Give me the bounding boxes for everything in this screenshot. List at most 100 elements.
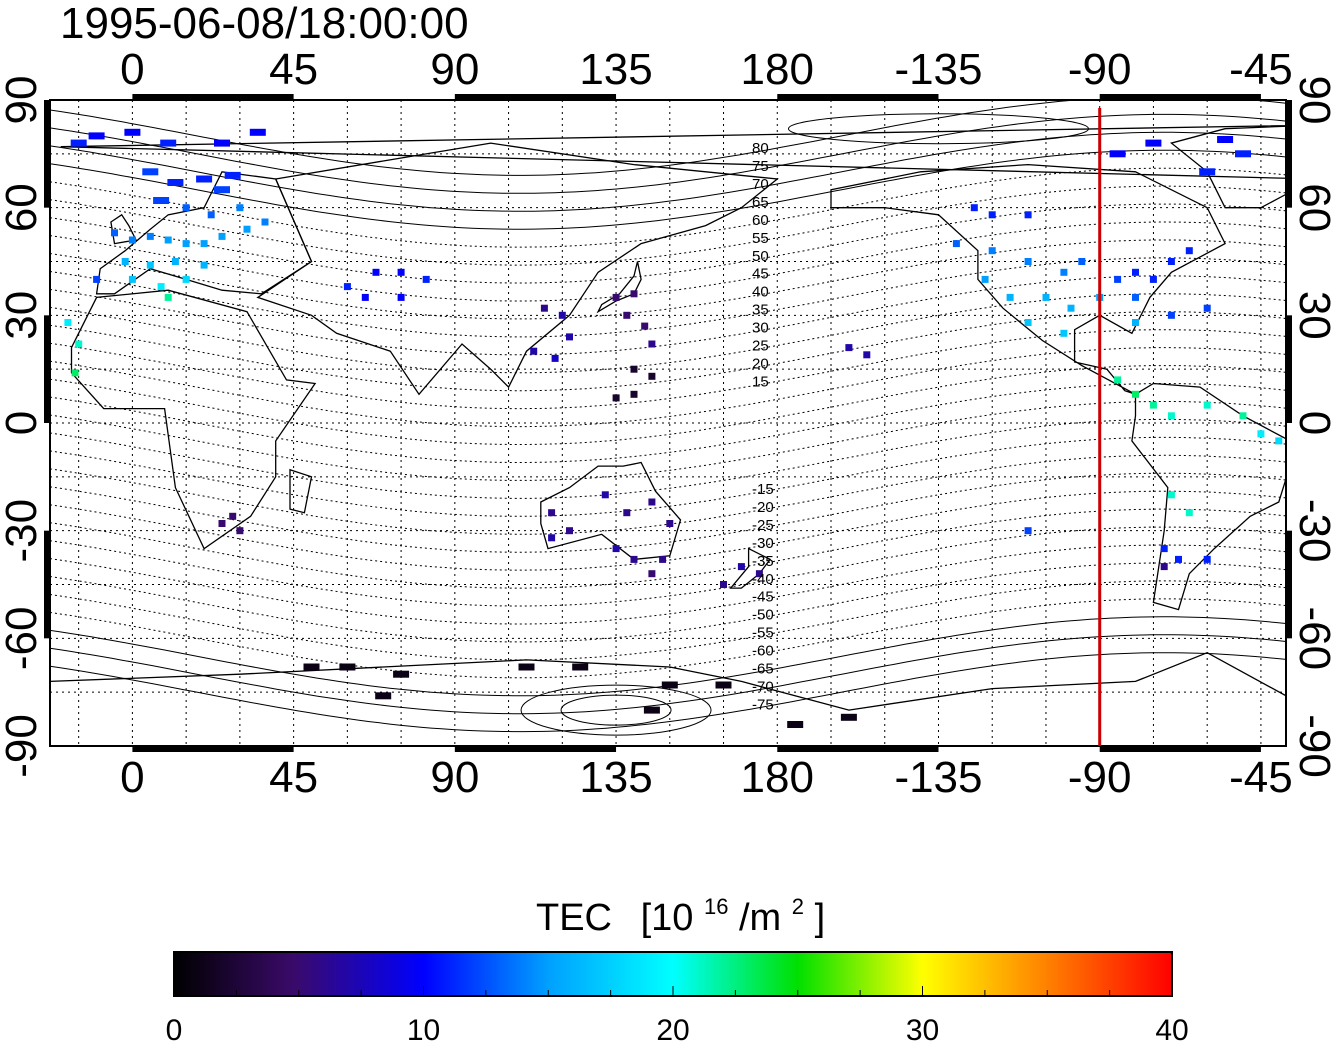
colorbar-tick-label: 10 [407, 1014, 440, 1047]
tec-point [566, 333, 573, 341]
mag-lat-label: 75 [752, 158, 769, 175]
tec-point [128, 275, 136, 283]
tec-point [641, 322, 649, 330]
coastlines [50, 124, 1286, 746]
tec-point [1060, 268, 1068, 276]
tec-point [111, 229, 118, 237]
tec-point [200, 261, 208, 269]
mag-contour [50, 149, 1286, 230]
colorbar-tick-label: 30 [906, 1014, 939, 1047]
tec-point [1160, 563, 1168, 571]
tec-point [1203, 401, 1211, 409]
x-tick-label-bottom: -45 [1229, 753, 1293, 802]
mag-lat-label: -15 [752, 481, 774, 498]
mag-lat-label: -30 [752, 535, 774, 552]
tec-point [200, 240, 208, 248]
y-tick-label-right: -90 [1290, 714, 1339, 778]
tec-point [981, 275, 989, 283]
tec-point [1235, 150, 1251, 158]
tec-point [1114, 275, 1122, 283]
tec-point [236, 527, 244, 535]
frame-bar-top [1099, 94, 1261, 100]
tec-point [530, 347, 538, 355]
tec-point [146, 232, 154, 240]
tec-point [375, 692, 392, 700]
tec-point [612, 293, 620, 301]
tec-point [551, 354, 559, 362]
colorbar-tick-label: 0 [166, 1014, 183, 1047]
frame-bar-right [1286, 100, 1292, 208]
mag-lat-label: 50 [752, 248, 769, 265]
mag-contour-south-ring-core [560, 694, 672, 726]
frame-bar-top [132, 94, 294, 100]
coastline [70, 289, 317, 550]
tec-point [182, 240, 190, 248]
mag-contour [50, 634, 1286, 715]
y-tick-label-left: -60 [0, 607, 46, 671]
mag-lat-label: 20 [752, 355, 769, 372]
coastline [596, 261, 642, 314]
tec-point [1149, 401, 1157, 409]
tec-observation-points [64, 128, 1283, 728]
mag-lat-label: 55 [752, 230, 769, 247]
tec-point [224, 171, 241, 179]
tec-point [1239, 412, 1247, 420]
y-tick-label-left: 90 [0, 76, 46, 125]
mag-contour [50, 472, 1286, 553]
tec-point [71, 369, 79, 377]
tec-point [1275, 437, 1283, 445]
mag-contour [50, 508, 1286, 589]
mag-lat-label: 25 [752, 338, 769, 355]
tec-point [601, 491, 609, 499]
tec-point [1257, 430, 1265, 438]
y-axis-right-ticks: 90 60 30 0 -30 -60 -90 [1290, 76, 1339, 778]
tec-point [1006, 293, 1014, 301]
tec-point [372, 268, 380, 276]
mag-contour [50, 275, 1286, 356]
mag-lat-label: -50 [752, 607, 774, 624]
frame-bar-left [44, 530, 50, 639]
mag-contour [50, 167, 1286, 248]
tec-point [196, 175, 213, 183]
tec-point [93, 275, 101, 283]
tec-point [1114, 376, 1122, 384]
tec-point [261, 218, 269, 226]
tec-point [623, 311, 631, 319]
magnetic-latitude-contours [50, 100, 1286, 736]
tec-point [623, 509, 631, 517]
tec-point [182, 204, 190, 212]
tec-point [146, 261, 154, 269]
tec-point [1185, 247, 1193, 255]
tec-point [160, 139, 177, 147]
tec-point [75, 340, 83, 348]
tec-point [303, 663, 320, 671]
tec-point [1132, 390, 1139, 398]
tec-point [630, 290, 638, 298]
mag-lat-label: 65 [752, 194, 769, 211]
frame-bar-bottom [1099, 746, 1261, 752]
tec-point [214, 139, 230, 147]
tec-point [236, 204, 244, 212]
tec-point [64, 319, 72, 326]
mag-contour [50, 203, 1286, 284]
y-tick-label-left: 0 [0, 411, 46, 435]
y-tick-label-right: -30 [1290, 499, 1339, 563]
coastline [729, 547, 772, 589]
tec-point [661, 681, 678, 689]
mag-contour-south-ring-inner [520, 684, 712, 736]
tec-point [397, 293, 405, 301]
tec-point [988, 211, 996, 219]
tec-point [157, 283, 165, 291]
mag-lat-label: -65 [752, 661, 774, 678]
tec-point [1175, 555, 1182, 563]
mag-lat-label: 30 [752, 320, 769, 337]
x-tick-label-top: 45 [269, 45, 318, 94]
tec-point [630, 365, 638, 373]
y-tick-label-left: -90 [0, 714, 46, 778]
tec-point [128, 236, 136, 244]
tec-point [1203, 555, 1211, 563]
x-tick-label-top: 90 [430, 45, 479, 94]
